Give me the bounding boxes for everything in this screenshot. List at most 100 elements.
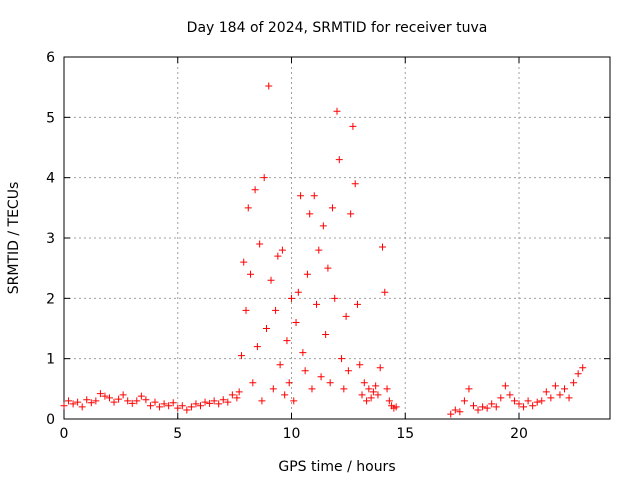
data-point bbox=[247, 270, 255, 278]
data-point bbox=[322, 331, 330, 339]
data-point bbox=[465, 385, 473, 393]
data-point bbox=[251, 186, 259, 194]
chart-title: Day 184 of 2024, SRMTID for receiver tuv… bbox=[187, 20, 488, 36]
y-tick-label: 0 bbox=[46, 412, 55, 428]
data-point bbox=[474, 406, 482, 414]
data-point bbox=[178, 402, 186, 410]
data-point bbox=[451, 406, 459, 414]
data-point bbox=[367, 394, 375, 402]
data-point bbox=[381, 288, 389, 296]
data-point bbox=[356, 361, 364, 369]
data-point bbox=[365, 385, 373, 393]
data-point bbox=[529, 402, 537, 410]
data-point bbox=[235, 388, 243, 396]
data-point bbox=[515, 400, 523, 408]
data-point bbox=[228, 391, 236, 399]
data-point bbox=[347, 210, 355, 218]
data-point bbox=[165, 402, 173, 410]
data-point bbox=[520, 403, 528, 411]
data-point bbox=[492, 403, 500, 411]
data-point bbox=[306, 210, 314, 218]
data-point bbox=[74, 398, 82, 406]
data-point bbox=[483, 404, 491, 412]
grid-layer bbox=[64, 57, 610, 419]
data-point bbox=[169, 399, 177, 407]
data-point bbox=[281, 391, 289, 399]
data-point bbox=[278, 246, 286, 254]
data-point bbox=[308, 385, 316, 393]
x-tick-label: 20 bbox=[510, 426, 528, 442]
data-point bbox=[233, 394, 241, 402]
x-tick-label: 15 bbox=[396, 426, 414, 442]
data-point bbox=[538, 397, 546, 405]
data-point bbox=[335, 156, 343, 164]
data-point bbox=[269, 385, 277, 393]
data-point bbox=[340, 385, 348, 393]
data-point bbox=[342, 312, 350, 320]
y-tick-label: 6 bbox=[46, 50, 55, 66]
data-point bbox=[294, 288, 302, 296]
data-point bbox=[533, 398, 541, 406]
data-point bbox=[353, 300, 361, 308]
data-point bbox=[547, 394, 555, 402]
points-layer bbox=[60, 82, 587, 418]
data-point bbox=[87, 399, 95, 407]
data-point bbox=[376, 364, 384, 372]
data-point bbox=[542, 388, 550, 396]
data-point bbox=[324, 264, 332, 272]
data-point bbox=[556, 391, 564, 399]
data-point bbox=[146, 402, 154, 410]
data-point bbox=[313, 300, 321, 308]
data-point bbox=[237, 352, 245, 360]
data-point bbox=[385, 397, 393, 405]
data-point bbox=[328, 204, 336, 212]
x-tick-label: 0 bbox=[60, 426, 69, 442]
data-point bbox=[69, 400, 77, 408]
y-tick-label: 3 bbox=[46, 231, 55, 247]
data-point bbox=[303, 270, 311, 278]
data-point bbox=[297, 192, 305, 200]
data-point bbox=[283, 337, 291, 345]
data-point bbox=[265, 82, 273, 90]
data-point bbox=[326, 379, 334, 387]
data-point bbox=[360, 379, 368, 387]
y-tick-label: 4 bbox=[46, 171, 55, 187]
data-point bbox=[276, 361, 284, 369]
data-point bbox=[160, 400, 168, 408]
data-point bbox=[570, 379, 578, 387]
data-point bbox=[260, 174, 268, 182]
data-point bbox=[349, 122, 357, 130]
data-point bbox=[187, 403, 195, 411]
data-point bbox=[488, 400, 496, 408]
data-point bbox=[479, 403, 487, 411]
data-point bbox=[137, 392, 145, 400]
data-point bbox=[456, 408, 464, 416]
data-point bbox=[372, 382, 380, 390]
data-point bbox=[101, 392, 109, 400]
data-point bbox=[192, 400, 200, 408]
y-tick-label: 1 bbox=[46, 352, 55, 368]
x-tick-label: 5 bbox=[173, 426, 182, 442]
data-point bbox=[110, 398, 118, 406]
data-point bbox=[501, 382, 509, 390]
data-point bbox=[151, 398, 159, 406]
data-point bbox=[210, 397, 218, 405]
data-point bbox=[551, 382, 559, 390]
data-point bbox=[392, 403, 400, 411]
data-point bbox=[561, 385, 568, 393]
data-point bbox=[374, 391, 382, 399]
data-point bbox=[115, 395, 123, 403]
data-point bbox=[579, 364, 587, 372]
data-point bbox=[258, 397, 266, 405]
data-point bbox=[65, 397, 73, 405]
data-point bbox=[497, 394, 505, 402]
data-point bbox=[267, 276, 275, 284]
data-point bbox=[60, 402, 68, 410]
data-point bbox=[319, 222, 327, 230]
data-point bbox=[285, 379, 293, 387]
data-point bbox=[351, 180, 359, 188]
ticks-layer: 0 5 10 15 20 0 1 2 3 4 5 6 bbox=[46, 50, 610, 442]
data-point bbox=[201, 398, 209, 406]
data-point bbox=[331, 294, 339, 302]
